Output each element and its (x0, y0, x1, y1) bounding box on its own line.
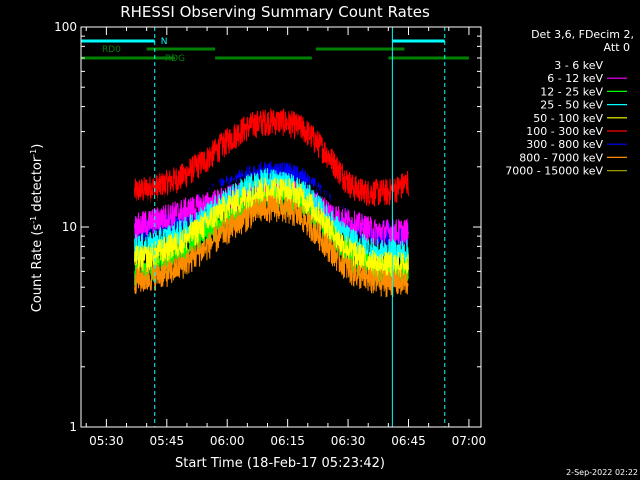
series-800-7000-kev (134, 195, 409, 298)
night-bar-label: N (161, 37, 168, 47)
legend-item: 6 - 12 keV (547, 72, 627, 85)
y-axis-label-sup2: -1 (29, 149, 38, 157)
chart-title: RHESSI Observing Summary Count Rates (120, 3, 430, 21)
axes: 05:30 05:45 06:00 06:15 06:30 06:45 07:00 1 10 10… (54, 20, 486, 448)
y-axis-label-part1: Count Rate (s (30, 224, 45, 313)
series-100-300-kev (134, 108, 409, 207)
legend-title-line1: Det 3,6, FDecim 2, (531, 28, 634, 41)
y-axis-label: Count Rate (s-1 detector-1) (29, 144, 45, 313)
series-line-800-7000-kev (134, 195, 409, 298)
y-axis-label-sup1: -1 (29, 216, 38, 224)
x-tick-label: 06:15 (270, 434, 305, 448)
x-tick-label: 05:30 (89, 434, 124, 448)
legend-label: 3 - 6 keV (554, 59, 603, 72)
y-axis-label-part3: ) (30, 144, 45, 149)
legend-item: 12 - 25 keV (540, 85, 627, 98)
legend-label: 800 - 7000 keV (519, 151, 603, 164)
legend-label: 6 - 12 keV (547, 72, 603, 85)
x-tick-label: 05:45 (150, 434, 185, 448)
footer-timestamp: 2-Sep-2022 02:22 (566, 468, 638, 477)
y-tick-label: 10 (62, 220, 77, 234)
legend-item: 50 - 100 keV (533, 112, 627, 125)
legend-item: 800 - 7000 keV (519, 151, 627, 164)
legend-label: 25 - 50 keV (540, 99, 603, 112)
attenuator-bar-label: RD0 (102, 45, 121, 55)
series-50-100-kev (134, 177, 409, 279)
x-tick-label: 06:45 (391, 434, 426, 448)
x-tick-label: 06:00 (210, 434, 245, 448)
legend-label: 100 - 300 keV (526, 125, 603, 138)
x-tick-label: 07:00 (452, 434, 487, 448)
series-line-50-100-kev (134, 177, 409, 279)
legend-label: 12 - 25 keV (540, 85, 603, 98)
attenuator-bar-label: RDG (165, 54, 185, 64)
y-tick-label: 1 (69, 420, 77, 434)
legend-item: 25 - 50 keV (540, 99, 627, 112)
y-axis-label-part2: detector (30, 156, 45, 216)
legend-label: 7000 - 15000 keV (505, 165, 603, 178)
x-tick-label: 06:30 (331, 434, 366, 448)
legend-title-line2: Att 0 (604, 41, 630, 54)
legend-item: 300 - 800 keV (526, 138, 627, 151)
legend-label: 300 - 800 keV (526, 138, 603, 151)
legend-item: 3 - 6 keV (554, 59, 627, 72)
y-tick-label: 100 (54, 20, 77, 34)
series-line-100-300-kev (134, 108, 409, 207)
legend-label: 50 - 100 keV (533, 112, 603, 125)
plot-area: N RD0 RDG (81, 27, 469, 427)
legend-item: 100 - 300 keV (526, 125, 627, 138)
svg-text:Count Rate (s-1 detector-1): Count Rate (s-1 detector-1) (29, 144, 45, 313)
x-axis-label: Start Time (18-Feb-17 05:23:42) (175, 456, 385, 471)
legend-item: 7000 - 15000 keV (505, 165, 627, 178)
